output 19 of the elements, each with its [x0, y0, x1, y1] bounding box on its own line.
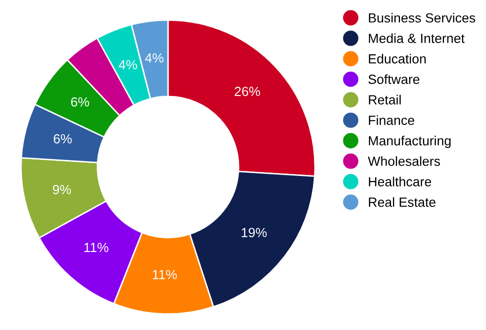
data-label: 26%: [234, 86, 260, 96]
data-label: 19%: [242, 228, 267, 238]
data-label: 4%: [118, 60, 138, 70]
legend-label: Manufacturing: [368, 136, 451, 148]
data-label: 4%: [145, 53, 164, 63]
legend-label: Finance: [368, 115, 414, 125]
legend-label: Healthcare: [368, 176, 432, 186]
data-label: 11%: [152, 270, 177, 280]
data-label: 9%: [52, 184, 71, 194]
legend-label: Retail: [368, 94, 401, 104]
legend-label: Media & Internet: [368, 33, 465, 44]
data-label: 6%: [71, 97, 90, 107]
legend-label: Real Estate: [368, 197, 436, 207]
legend-label: Wholesalers: [368, 156, 440, 166]
data-label: 11%: [84, 242, 108, 252]
legend-label: Software: [368, 74, 420, 84]
data-label: 6%: [54, 134, 72, 144]
legend-label: Education: [368, 54, 426, 64]
legend-label: Business Services: [368, 12, 476, 23]
